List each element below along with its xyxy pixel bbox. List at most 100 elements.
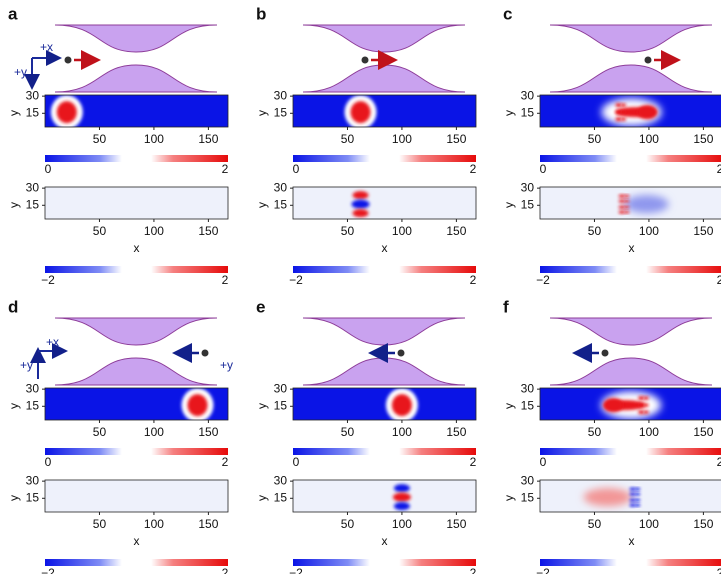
particle xyxy=(602,350,609,357)
y-axis-label: y xyxy=(255,403,269,409)
field-feature xyxy=(615,103,621,107)
heatmap-bg xyxy=(293,95,476,127)
field-feature xyxy=(394,502,410,510)
heatmap-content xyxy=(540,95,721,127)
field-feature xyxy=(352,200,370,209)
y-axis-label: y xyxy=(7,403,21,409)
field-feature xyxy=(603,398,623,412)
x-tick-label: 100 xyxy=(639,132,659,146)
y-axis-label: y xyxy=(255,202,269,208)
panel: ey301550100150y301550100150x02−22 xyxy=(255,297,476,574)
y-tick-label: 30 xyxy=(274,88,288,102)
y-axis-label: y xyxy=(502,495,516,501)
particle xyxy=(65,57,72,64)
field-feature xyxy=(635,488,640,491)
x-tick-label: 50 xyxy=(93,517,107,531)
colorbar xyxy=(45,559,228,566)
panel-label: c xyxy=(503,4,512,23)
colorbar-label: 2 xyxy=(222,273,229,287)
colorbar xyxy=(293,448,476,455)
colorbar xyxy=(45,448,228,455)
y-axis-label: y xyxy=(255,110,269,116)
field-feature xyxy=(630,493,636,496)
colorbar-label: 0 xyxy=(45,162,52,176)
colorbar xyxy=(293,266,476,273)
y-tick-label: 15 xyxy=(274,197,288,211)
y-tick-label: 30 xyxy=(274,180,288,194)
field-feature xyxy=(637,105,657,119)
field-feature xyxy=(635,499,640,502)
field-feature xyxy=(615,117,621,121)
field-feature xyxy=(619,195,625,198)
field-feature xyxy=(644,410,649,414)
colorbar xyxy=(293,559,476,566)
heatmap xyxy=(540,187,721,219)
x-tick-label: 50 xyxy=(588,132,602,146)
heatmap xyxy=(293,480,476,512)
x-tick-label: 150 xyxy=(198,425,218,439)
y-tick-label: 15 xyxy=(274,105,288,119)
heatmap-bg xyxy=(45,187,228,219)
x-tick-label: 50 xyxy=(93,132,107,146)
panel-label: e xyxy=(256,297,265,316)
field-feature xyxy=(353,209,369,217)
colorbar-label: 0 xyxy=(540,162,547,176)
y-tick-label: 15 xyxy=(26,197,40,211)
colorbar-label: 2 xyxy=(717,162,721,176)
x-axis-label: x xyxy=(629,534,635,548)
colorbar xyxy=(45,155,228,162)
heatmap xyxy=(540,388,721,420)
heatmap-bg xyxy=(45,480,228,512)
colorbar-label: 2 xyxy=(470,566,477,574)
colorbar-label: −2 xyxy=(41,273,55,287)
axis-icon-label: +y xyxy=(14,65,27,79)
y-tick-label: 30 xyxy=(26,473,40,487)
y-tick-label: 15 xyxy=(521,197,535,211)
upper-lens xyxy=(55,318,217,345)
field-feature xyxy=(630,488,636,491)
x-tick-label: 100 xyxy=(639,425,659,439)
colorbar-label: 2 xyxy=(717,273,721,287)
y-axis-label: y xyxy=(502,110,516,116)
colorbar-label: 0 xyxy=(293,455,300,469)
particle xyxy=(645,57,652,64)
x-tick-label: 100 xyxy=(392,224,412,238)
colorbar-label: 2 xyxy=(222,455,229,469)
colorbar-label: −2 xyxy=(41,566,55,574)
x-tick-label: 100 xyxy=(144,224,164,238)
colorbar-label: 0 xyxy=(45,455,52,469)
colorbar-label: −2 xyxy=(289,273,303,287)
panel: a+x+yy301550100150y301550100150x02−22 xyxy=(7,4,228,287)
upper-lens xyxy=(55,25,217,52)
field-feature xyxy=(624,195,629,198)
field-feature xyxy=(353,191,369,199)
field-feature xyxy=(638,403,644,407)
x-tick-label: 150 xyxy=(198,224,218,238)
y-tick-label: 15 xyxy=(26,398,40,412)
colorbar-label: 2 xyxy=(470,455,477,469)
field-feature xyxy=(624,206,629,209)
x-tick-label: 50 xyxy=(588,224,602,238)
colorbar-label: 2 xyxy=(470,273,477,287)
heatmap xyxy=(540,480,721,512)
field-feature xyxy=(615,110,621,114)
field-feature xyxy=(624,211,629,214)
colorbar xyxy=(293,155,476,162)
heatmap-content xyxy=(293,187,476,219)
x-tick-label: 150 xyxy=(693,517,713,531)
panel-label: a xyxy=(8,4,18,23)
field-feature xyxy=(584,488,632,506)
x-tick-label: 150 xyxy=(693,224,713,238)
field-feature xyxy=(619,206,625,209)
x-tick-label: 50 xyxy=(588,425,602,439)
lower-lens xyxy=(550,65,712,92)
x-tick-label: 150 xyxy=(446,425,466,439)
field-feature xyxy=(638,410,644,414)
field-feature xyxy=(351,101,371,123)
y-tick-label: 30 xyxy=(521,473,535,487)
colorbar xyxy=(540,448,721,455)
y-axis-label: y xyxy=(255,495,269,501)
heatmap-content xyxy=(293,480,476,512)
